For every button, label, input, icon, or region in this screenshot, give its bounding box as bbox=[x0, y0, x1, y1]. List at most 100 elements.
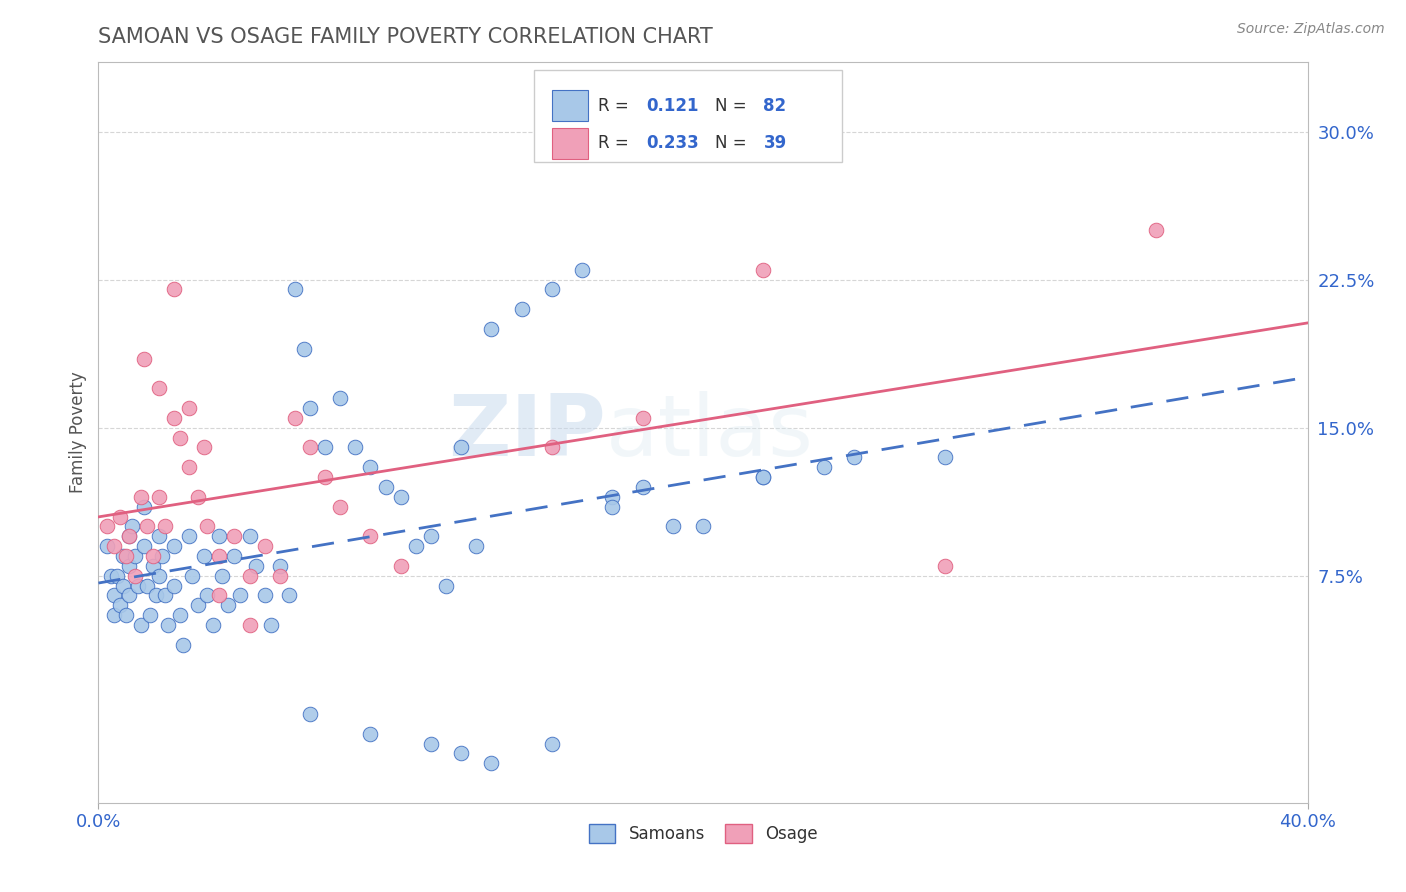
Point bbox=[224, 549, 246, 563]
Point bbox=[150, 549, 173, 563]
Point bbox=[118, 558, 141, 573]
Point bbox=[172, 638, 194, 652]
Point bbox=[121, 519, 143, 533]
Point bbox=[156, 618, 179, 632]
Point bbox=[292, 342, 315, 356]
Point bbox=[179, 529, 201, 543]
Point bbox=[114, 608, 136, 623]
Point bbox=[169, 431, 191, 445]
Point bbox=[179, 401, 201, 415]
Point bbox=[314, 470, 336, 484]
Text: 0.233: 0.233 bbox=[647, 135, 699, 153]
Point bbox=[118, 529, 141, 543]
Point bbox=[360, 460, 382, 475]
Point bbox=[253, 539, 276, 553]
FancyBboxPatch shape bbox=[551, 90, 588, 121]
Point bbox=[135, 519, 157, 533]
Point bbox=[284, 410, 307, 425]
Point bbox=[229, 589, 252, 603]
Text: N =: N = bbox=[716, 97, 752, 115]
Point bbox=[169, 608, 191, 623]
Point bbox=[132, 351, 155, 366]
Point bbox=[389, 490, 412, 504]
FancyBboxPatch shape bbox=[534, 70, 842, 162]
Point bbox=[148, 381, 170, 395]
Text: ZIP: ZIP bbox=[449, 391, 606, 475]
Point bbox=[208, 589, 231, 603]
Point bbox=[202, 618, 225, 632]
Point bbox=[208, 549, 231, 563]
Point bbox=[111, 549, 134, 563]
Point bbox=[465, 539, 488, 553]
Point bbox=[148, 568, 170, 582]
Point bbox=[374, 480, 396, 494]
Point bbox=[752, 262, 775, 277]
Point bbox=[163, 410, 186, 425]
Point bbox=[405, 539, 427, 553]
Text: atlas: atlas bbox=[606, 391, 814, 475]
Point bbox=[329, 391, 352, 405]
Point bbox=[1144, 223, 1167, 237]
Point bbox=[420, 737, 443, 751]
Point bbox=[269, 568, 291, 582]
Point bbox=[239, 618, 262, 632]
Point bbox=[163, 539, 186, 553]
Point bbox=[195, 589, 218, 603]
Point bbox=[571, 262, 593, 277]
Point bbox=[934, 450, 956, 465]
Point bbox=[179, 460, 201, 475]
Point bbox=[540, 283, 562, 297]
Point bbox=[434, 579, 457, 593]
Point bbox=[217, 599, 239, 613]
Point bbox=[163, 579, 186, 593]
Point bbox=[142, 558, 165, 573]
Point bbox=[260, 618, 283, 632]
Point bbox=[450, 747, 472, 761]
Point bbox=[103, 539, 125, 553]
Point bbox=[148, 529, 170, 543]
Point bbox=[450, 441, 472, 455]
Point bbox=[239, 568, 262, 582]
Point bbox=[105, 568, 128, 582]
Text: N =: N = bbox=[716, 135, 752, 153]
Point bbox=[148, 490, 170, 504]
Point bbox=[934, 558, 956, 573]
Point bbox=[269, 558, 291, 573]
Text: R =: R = bbox=[598, 135, 634, 153]
Point bbox=[132, 539, 155, 553]
Point bbox=[844, 450, 866, 465]
Legend: Samoans, Osage: Samoans, Osage bbox=[582, 817, 824, 850]
Point bbox=[360, 727, 382, 741]
Point bbox=[132, 500, 155, 514]
Point bbox=[813, 460, 835, 475]
Point bbox=[114, 549, 136, 563]
Point bbox=[100, 568, 122, 582]
Point bbox=[661, 519, 683, 533]
Point bbox=[195, 519, 218, 533]
Point bbox=[329, 500, 352, 514]
Text: Source: ZipAtlas.com: Source: ZipAtlas.com bbox=[1237, 22, 1385, 37]
Point bbox=[193, 549, 215, 563]
Text: 39: 39 bbox=[763, 135, 787, 153]
Point bbox=[481, 756, 503, 771]
Text: 82: 82 bbox=[763, 97, 786, 115]
Point bbox=[129, 618, 152, 632]
Point bbox=[142, 549, 165, 563]
Point bbox=[299, 706, 322, 721]
Y-axis label: Family Poverty: Family Poverty bbox=[69, 372, 87, 493]
Point bbox=[224, 529, 246, 543]
Point bbox=[253, 589, 276, 603]
Point bbox=[124, 568, 146, 582]
Point bbox=[752, 470, 775, 484]
Point bbox=[96, 519, 118, 533]
Point bbox=[103, 608, 125, 623]
Point bbox=[360, 529, 382, 543]
Text: SAMOAN VS OSAGE FAMILY POVERTY CORRELATION CHART: SAMOAN VS OSAGE FAMILY POVERTY CORRELATI… bbox=[98, 27, 713, 47]
Point bbox=[284, 283, 307, 297]
Point bbox=[208, 529, 231, 543]
Point bbox=[344, 441, 367, 455]
Point bbox=[239, 529, 262, 543]
Point bbox=[602, 490, 624, 504]
Point bbox=[314, 441, 336, 455]
Point bbox=[602, 500, 624, 514]
